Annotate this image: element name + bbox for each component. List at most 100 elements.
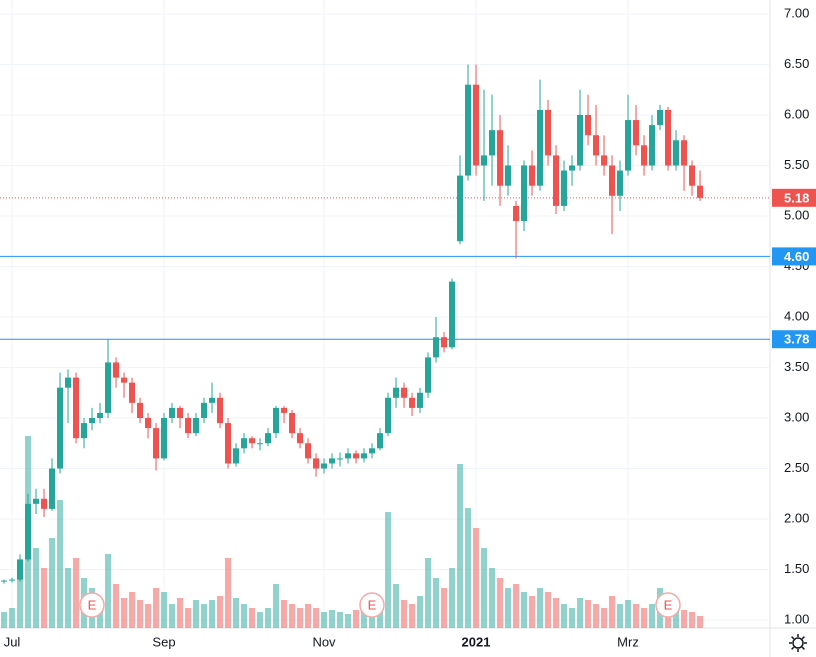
volume-bar xyxy=(105,554,111,628)
candle-body xyxy=(161,418,167,459)
volume-bar xyxy=(481,548,487,628)
volume-bar xyxy=(217,596,223,628)
candle-body xyxy=(17,559,23,580)
last-price-label: 5.18 xyxy=(784,190,809,205)
volume-bar xyxy=(65,568,71,628)
grid-layer xyxy=(0,0,770,628)
earnings-marker xyxy=(655,592,681,618)
volume-bar xyxy=(169,604,175,628)
candle-body xyxy=(481,155,487,166)
candle-body xyxy=(65,377,71,388)
volume-bar xyxy=(641,608,647,628)
candle-body xyxy=(529,165,535,186)
candle-body xyxy=(305,443,311,459)
volume-bar xyxy=(145,604,151,628)
candle-body xyxy=(585,115,591,136)
candle-body xyxy=(321,463,327,469)
price-line-label: 4.60 xyxy=(784,249,809,264)
candle-body xyxy=(185,418,191,434)
candle-body xyxy=(97,412,103,418)
y-tick-label: 3.00 xyxy=(784,409,809,424)
volume-bar xyxy=(1,612,7,628)
volume-bar xyxy=(633,604,639,628)
candle-body xyxy=(137,402,143,418)
volume-bar xyxy=(185,608,191,628)
candle-body xyxy=(673,140,679,166)
volume-bar xyxy=(385,512,391,628)
candle-body xyxy=(57,387,63,469)
volume-bar xyxy=(233,598,239,628)
candle-body xyxy=(681,140,687,166)
candle-body xyxy=(281,407,287,413)
volume-bar xyxy=(73,558,79,628)
candle-body xyxy=(249,438,255,444)
candle-body xyxy=(649,125,655,166)
candle-body xyxy=(33,498,39,504)
volume-bar xyxy=(593,604,599,628)
candle-body xyxy=(617,170,623,196)
y-tick-label: 1.00 xyxy=(784,611,809,626)
candle-body xyxy=(401,387,407,398)
candle-body xyxy=(289,412,295,434)
candle-body xyxy=(385,397,391,434)
volume-bar xyxy=(609,596,615,628)
labels-layer: 1.001.502.002.503.003.504.004.505.005.50… xyxy=(4,5,816,649)
volume-bar xyxy=(417,596,423,628)
candle-body xyxy=(353,453,359,459)
volume-bar xyxy=(393,584,399,628)
y-tick-label: 5.50 xyxy=(784,157,809,172)
volume-bar xyxy=(121,598,127,628)
volume-bar xyxy=(449,568,455,628)
volume-bar xyxy=(537,588,543,628)
volume-bar xyxy=(409,604,415,628)
candle-body xyxy=(569,165,575,171)
candle-body xyxy=(209,397,215,403)
candle-body xyxy=(105,362,111,413)
volume-bar xyxy=(305,604,311,628)
earnings-marker xyxy=(359,592,385,618)
candle-body xyxy=(41,498,47,509)
candle-body xyxy=(369,448,375,454)
volume-bar xyxy=(17,568,23,628)
candle-body xyxy=(225,423,231,464)
candle-body xyxy=(513,205,519,222)
x-tick-label: Jul xyxy=(4,634,21,649)
volume-bar xyxy=(577,598,583,628)
candle-body xyxy=(641,145,647,166)
candle-body xyxy=(449,281,455,348)
candle-body xyxy=(561,170,567,206)
volume-bar xyxy=(465,508,471,628)
y-tick-label: 6.00 xyxy=(784,106,809,121)
volume-bar xyxy=(161,592,167,628)
volume-bar xyxy=(273,584,279,628)
candle-body xyxy=(665,109,671,166)
candle-body xyxy=(337,458,343,460)
volume-bar xyxy=(57,500,63,628)
volume-bar xyxy=(41,568,47,628)
volume-bar xyxy=(697,616,703,628)
candle-body xyxy=(241,438,247,449)
candle-body xyxy=(521,165,527,222)
candle-body xyxy=(25,503,31,560)
candle-body xyxy=(545,109,551,156)
volume-bar xyxy=(673,608,679,628)
y-tick-label: 2.50 xyxy=(784,460,809,475)
candle-body xyxy=(465,84,471,176)
volume-bar xyxy=(321,612,327,628)
candle-body xyxy=(313,458,319,469)
volume-bar xyxy=(313,608,319,628)
candle-body xyxy=(393,387,399,398)
lines-layer xyxy=(0,197,770,340)
volume-bar xyxy=(489,568,495,628)
earnings-marker xyxy=(79,592,105,618)
candle-body xyxy=(537,109,543,186)
volume-bar xyxy=(49,538,55,628)
earnings-label: E xyxy=(664,597,673,612)
candle-body xyxy=(553,155,559,206)
candle-body xyxy=(193,418,199,434)
candle-body xyxy=(1,580,7,582)
candle-body xyxy=(177,407,183,418)
candle-body xyxy=(89,418,95,424)
settings-icon[interactable] xyxy=(789,634,807,652)
